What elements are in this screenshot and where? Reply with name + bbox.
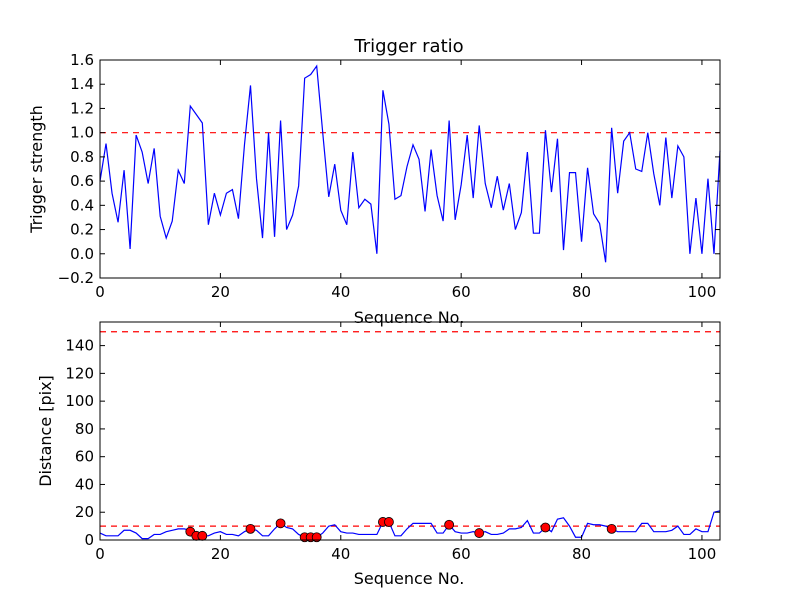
trigger-ratio-axes-frame [99, 59, 721, 279]
x-tick-label: 80 [572, 545, 591, 563]
distance-marker-point [275, 518, 286, 529]
y-tick-label: 0 [84, 531, 94, 549]
distance-marker-point [606, 523, 617, 534]
y-tick-label: 100 [65, 392, 94, 410]
distance-markers [185, 517, 617, 543]
x-tick-label: 40 [331, 283, 350, 301]
x-tick-label: 0 [95, 283, 105, 301]
chart-title: Trigger ratio [353, 36, 463, 57]
y-tick-label: 60 [75, 448, 94, 466]
distance-marker-point [197, 530, 208, 541]
trigger-strength-series [99, 64, 721, 263]
distance-marker-point [444, 519, 455, 530]
y-tick-label: 1.4 [70, 75, 94, 93]
x-tick-label: 60 [452, 283, 471, 301]
distance-plot: 0 20 40 60 80 100 0 20 40 60 80 100 120 140 Sequence… [36, 321, 721, 588]
y-tick-label: 0.4 [70, 196, 94, 214]
distance-marker-point [311, 532, 322, 543]
trigger-ratio-plot: Trigger ratio 0 20 40 60 80 100 −0.2 0.0 0.2 0.4… [27, 36, 721, 327]
x-axis-label: Sequence No. [354, 308, 465, 327]
x-tick-label: 100 [688, 545, 717, 563]
y-tick-label: 80 [75, 420, 94, 438]
x-tick-label: 60 [452, 545, 471, 563]
x-tick-label: 100 [688, 283, 717, 301]
y-tick-label: 1.6 [70, 51, 94, 69]
y-tick-label: 140 [65, 337, 94, 355]
distance-marker-point [384, 517, 394, 527]
y-tick-label: 1.0 [70, 124, 94, 142]
x-tick-label: 20 [211, 545, 230, 563]
distance-marker-point [474, 528, 485, 538]
y-axis-label: Distance [pix] [36, 375, 55, 487]
y-tick-label: 0.2 [70, 221, 94, 239]
y-tick-label: 20 [75, 503, 94, 521]
distance-marker-point [540, 522, 551, 533]
x-axis-label: Sequence No. [354, 569, 465, 588]
trigger-x-ticks: 0 20 40 60 80 100 [95, 60, 716, 301]
y-tick-label: −0.2 [58, 269, 94, 287]
distance-axes-frame [99, 321, 721, 541]
y-tick-label: 0.0 [70, 245, 94, 263]
y-tick-label: 120 [65, 364, 94, 382]
y-tick-label: 0.8 [70, 148, 94, 166]
y-tick-label: 0.6 [70, 172, 94, 190]
x-tick-label: 0 [95, 545, 105, 563]
distance-x-ticks: 0 20 40 60 80 100 [95, 322, 716, 563]
x-tick-label: 40 [331, 545, 350, 563]
trigger-y-ticks: −0.2 0.0 0.2 0.4 0.6 0.8 1.0 1.2 1.4 1.6 [58, 51, 720, 287]
y-tick-label: 1.2 [70, 99, 94, 117]
x-tick-label: 80 [572, 283, 591, 301]
y-tick-label: 40 [75, 475, 94, 493]
y-axis-label: Trigger strength [27, 105, 46, 234]
x-tick-label: 20 [211, 283, 230, 301]
distance-marker-point [245, 523, 256, 534]
distance-y-ticks: 0 20 40 60 80 100 120 140 [65, 337, 720, 549]
